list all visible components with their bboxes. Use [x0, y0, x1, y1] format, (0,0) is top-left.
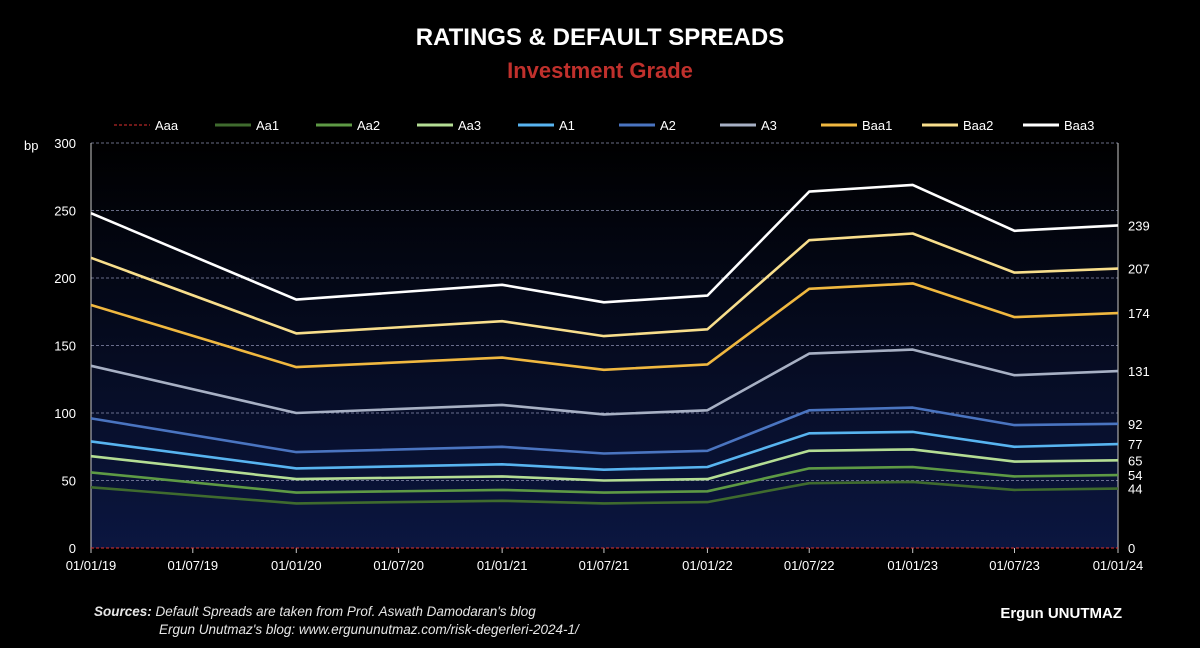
legend-label-baa3: Baa3 [1064, 118, 1094, 133]
series-line-baa1 [90, 282, 1119, 372]
end-label-aa3: 65 [1128, 453, 1142, 468]
x-tick-label: 01/07/22 [784, 558, 835, 573]
series-line-a3 [90, 348, 1119, 416]
end-label-baa3: 239 [1128, 218, 1150, 233]
legend-label-aa2: Aa2 [357, 118, 380, 133]
x-tick-label: 01/07/21 [579, 558, 630, 573]
blog-text: Ergun Unutmaz's blog: www.ergununutmaz.c… [159, 622, 579, 637]
x-tick-label: 01/01/19 [66, 558, 117, 573]
x-tick-label: 01/01/20 [271, 558, 322, 573]
sources-label: Sources: [94, 604, 152, 619]
end-label-aa2: 54 [1128, 468, 1142, 483]
end-label-aa1: 44 [1128, 482, 1142, 497]
y-tick-label: 100 [54, 406, 76, 421]
y-tick-label: 300 [54, 136, 76, 151]
sources-note: Sources: Default Spreads are taken from … [94, 603, 579, 639]
end-label-a3: 131 [1128, 364, 1150, 379]
x-tick-label: 01/07/20 [373, 558, 424, 573]
y-tick-label: 250 [54, 204, 76, 219]
x-tick-label: 01/07/23 [989, 558, 1040, 573]
legend-label-aa3: Aa3 [458, 118, 481, 133]
legend-label-a2: A2 [660, 118, 676, 133]
y-axis: 0 50 100 150 200 250 300 [54, 136, 1119, 556]
legend-label-a3: A3 [761, 118, 777, 133]
sources-text: Default Spreads are taken from Prof. Asw… [155, 604, 536, 619]
x-axis: 01/01/19 01/07/19 01/01/20 01/07/20 01/01/21… [66, 548, 1144, 573]
x-tick-label: 01/01/22 [682, 558, 733, 573]
series-lines [90, 183, 1119, 549]
x-tick-label: 01/07/19 [167, 558, 218, 573]
author-name: Ergun UNUTMAZ [1000, 605, 1122, 622]
series-line-a1 [90, 430, 1119, 472]
series-line-baa3 [90, 183, 1119, 304]
end-label-aaa: 0 [1128, 541, 1135, 556]
series-line-aa3 [90, 448, 1119, 482]
y-tick-label: 50 [62, 474, 76, 489]
x-tick-label: 01/01/21 [477, 558, 528, 573]
end-label-a2: 92 [1128, 417, 1142, 432]
end-label-baa2: 207 [1128, 262, 1150, 277]
legend: Aaa Aa1 Aa2 Aa3 A1 A2 A3 Baa1 Baa2 Baa3 [114, 118, 1094, 133]
y-tick-label: 150 [54, 339, 76, 354]
legend-label-baa1: Baa1 [862, 118, 892, 133]
end-label-baa1: 174 [1128, 306, 1150, 321]
series-line-a2 [90, 406, 1119, 455]
y-tick-label: 0 [69, 541, 76, 556]
series-line-baa2 [90, 232, 1119, 338]
y-axis-label: bp [24, 138, 38, 153]
legend-label-aa1: Aa1 [256, 118, 279, 133]
y-tick-label: 200 [54, 271, 76, 286]
x-tick-label: 01/01/23 [887, 558, 938, 573]
legend-label-baa2: Baa2 [963, 118, 993, 133]
series-line-aa1 [90, 480, 1119, 505]
chart-subtitle: Investment Grade [507, 58, 693, 83]
chart-title: RATINGS & DEFAULT SPREADS [415, 24, 785, 51]
legend-label-a1: A1 [559, 118, 575, 133]
legend-label-aaa: Aaa [155, 118, 179, 133]
x-tick-label: 01/01/24 [1093, 558, 1144, 573]
end-label-a1: 77 [1128, 437, 1142, 452]
series-line-aa2 [90, 465, 1119, 494]
